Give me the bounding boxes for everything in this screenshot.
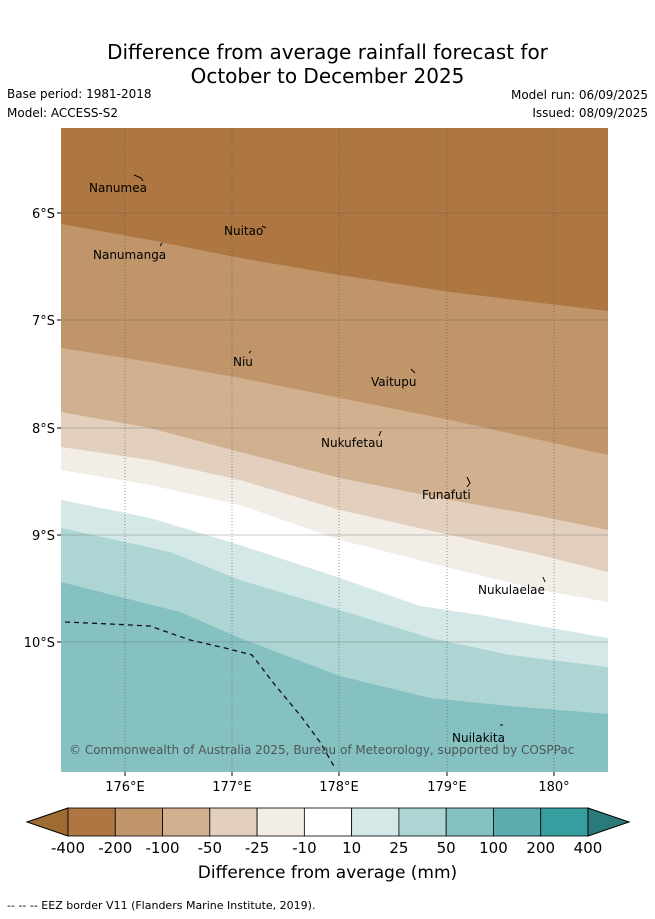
title-line-2: October to December 2025	[190, 64, 465, 88]
colorbar-title: Difference from average (mm)	[197, 863, 458, 883]
map-title: Difference from average rainfall forecas…	[0, 40, 655, 88]
colorbar-tick-label: -200	[98, 839, 132, 857]
y-axis-ticks	[57, 212, 61, 643]
eez-border	[64, 621, 336, 769]
island-shapes	[133, 174, 546, 726]
colorbar-tick-label: -25	[245, 839, 270, 857]
colorbar: -400 -200 -100 -50 -25 -10 10 25 50 100 200 400	[25, 807, 631, 857]
map-area: Nanumea Nuitao Nanumanga Niu Vaitupu Nuk…	[61, 128, 608, 772]
y-tick-label: 6°S	[32, 207, 55, 222]
band-plus-50	[61, 582, 608, 772]
y-axis-labels: 6°S 7°S 8°S 9°S 10°S	[24, 207, 55, 651]
colorbar-swatch	[256, 807, 305, 837]
x-tick-label: 180°	[538, 780, 569, 795]
model-run-label: Model run: 06/09/2025	[510, 88, 648, 102]
y-tick-label: 10°S	[24, 636, 55, 651]
colorbar-swatch	[398, 807, 447, 837]
colorbar-swatch	[445, 807, 494, 837]
colorbar-tick-label: -50	[198, 839, 223, 857]
colorbar-left-arrow	[25, 807, 69, 837]
colorbar-swatch	[540, 807, 589, 837]
colorbar-swatch	[351, 807, 400, 837]
island-label-niu: Niu	[233, 355, 253, 369]
x-axis-ticks	[124, 772, 555, 776]
colorbar-tick-label: 10	[342, 839, 361, 857]
colorbar-swatch	[162, 807, 211, 837]
colorbar-tick-label: -10	[292, 839, 317, 857]
colorbar-right-arrow	[587, 807, 631, 837]
colorbar-tick-label: 100	[479, 839, 508, 857]
colorbar-swatch	[303, 807, 353, 837]
island-label-vaitupu: Vaitupu	[371, 375, 417, 389]
title-line-1: Difference from average rainfall forecas…	[107, 40, 548, 64]
colorbar-tick-label: -100	[146, 839, 180, 857]
island-label-nanumea: Nanumea	[89, 181, 147, 195]
island-label-nukufetau: Nukufetau	[321, 436, 383, 450]
x-tick-label: 179°E	[427, 780, 467, 795]
island-label-nukulaelae: Nukulaelae	[478, 583, 545, 597]
longitude-gridlines	[124, 128, 555, 772]
model-label: Model: ACCESS-S2	[7, 106, 119, 120]
colorbar-swatch	[493, 807, 542, 837]
x-tick-label: 177°E	[212, 780, 252, 795]
y-tick-label: 8°S	[32, 422, 55, 437]
x-axis-labels: 176°E 177°E 178°E 179°E 180°	[105, 780, 569, 795]
island-labels: Nanumea Nuitao Nanumanga Niu Vaitupu Nuk…	[89, 181, 545, 745]
issued-label: Issued: 08/09/2025	[532, 106, 648, 120]
colorbar-tick-label: -400	[51, 839, 85, 857]
colorbar-swatch	[114, 807, 163, 837]
island-label-nanumanga: Nanumanga	[93, 248, 166, 262]
colorbar-swatch	[209, 807, 258, 837]
y-tick-label: 7°S	[32, 314, 55, 329]
colorbar-swatches	[67, 807, 589, 837]
colorbar-tick-label: 50	[437, 839, 456, 857]
copyright-text: © Commonwealth of Australia 2025, Bureau…	[69, 743, 574, 757]
x-tick-label: 176°E	[105, 780, 145, 795]
base-period-label: Base period: 1981-2018	[7, 87, 152, 101]
eez-legend-note: -- -- -- EEZ border V11 (Flanders Marine…	[7, 899, 316, 912]
island-label-nuitao: Nuitao	[224, 224, 263, 238]
island-label-nuilakita: Nuilakita	[452, 731, 505, 745]
y-tick-label: 9°S	[32, 529, 55, 544]
island-label-funafuti: Funafuti	[422, 488, 471, 502]
x-tick-label: 178°E	[319, 780, 359, 795]
colorbar-labels: -400 -200 -100 -50 -25 -10 10 25 50 100 200 400	[51, 839, 602, 857]
latitude-gridlines	[61, 212, 608, 643]
colorbar-tick-label: 200	[526, 839, 555, 857]
colorbar-tick-label: 25	[389, 839, 408, 857]
colorbar-tick-label: 400	[574, 839, 603, 857]
colorbar-swatch	[67, 807, 116, 837]
